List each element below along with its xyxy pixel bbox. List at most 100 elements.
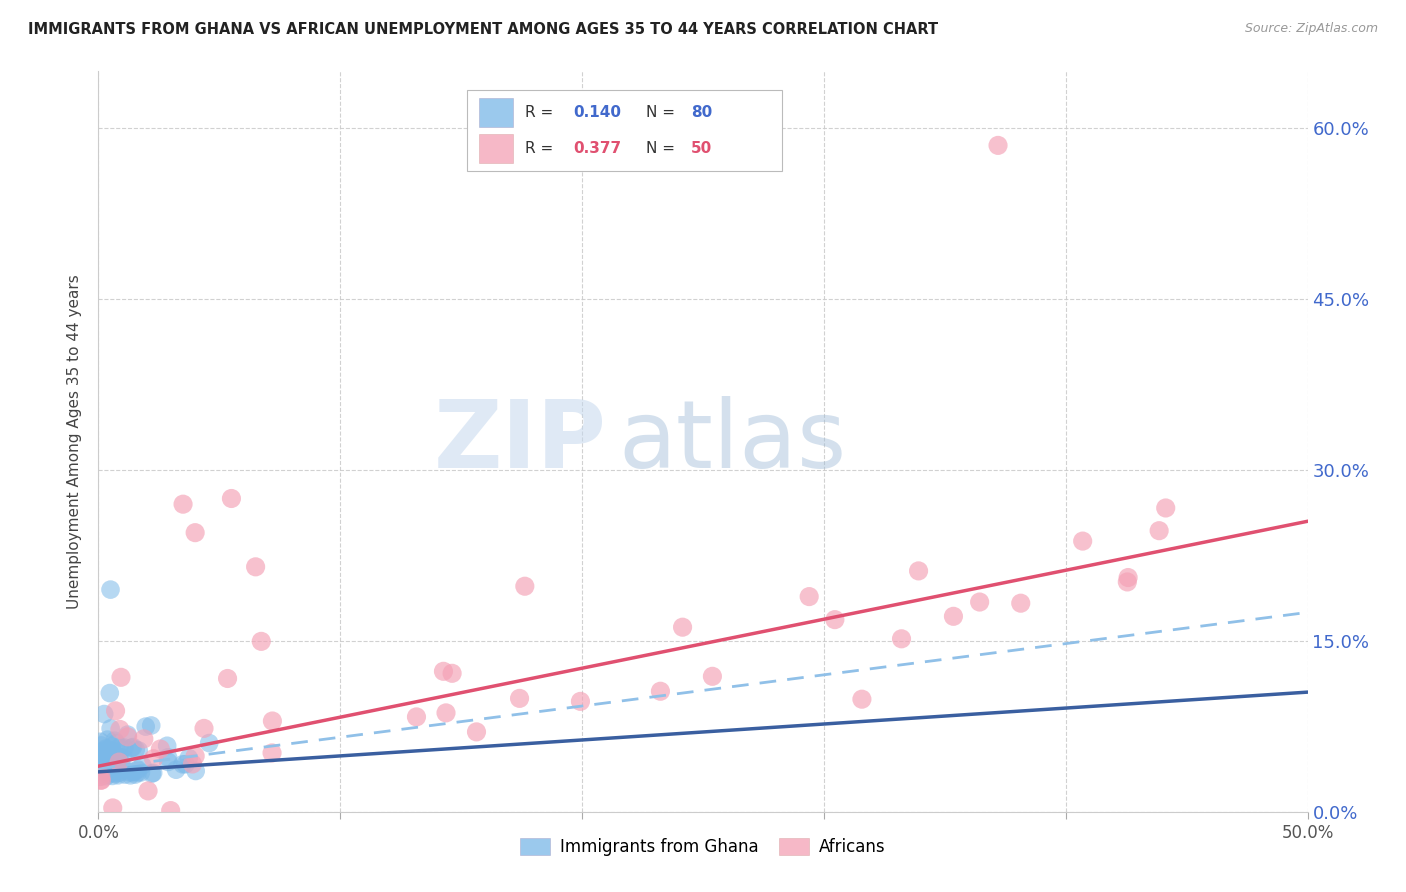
Text: N =: N = <box>647 105 681 120</box>
Point <box>117 728 139 742</box>
Point <box>142 765 165 780</box>
Point <box>157 755 180 769</box>
Point <box>101 744 124 758</box>
Point <box>91 757 114 772</box>
Point <box>1010 596 1032 610</box>
Point <box>124 767 146 781</box>
FancyBboxPatch shape <box>467 90 782 171</box>
Point <box>104 765 127 780</box>
Point <box>245 559 267 574</box>
Point <box>104 747 127 762</box>
Point <box>136 784 159 798</box>
Point <box>193 722 215 736</box>
Point <box>851 692 873 706</box>
Point <box>1116 574 1139 589</box>
Point <box>221 491 243 506</box>
Point <box>177 751 200 765</box>
Point <box>94 759 117 773</box>
Point <box>149 742 172 756</box>
Point <box>172 757 194 772</box>
Point <box>89 770 111 784</box>
Point <box>125 742 148 756</box>
Point <box>124 765 146 780</box>
Text: 0.140: 0.140 <box>574 105 621 120</box>
Text: atlas: atlas <box>619 395 846 488</box>
Point <box>98 749 121 764</box>
Point <box>87 748 110 763</box>
Point <box>96 732 118 747</box>
Point <box>121 765 143 780</box>
Point <box>114 767 136 781</box>
Point <box>262 714 284 728</box>
Point <box>105 736 128 750</box>
Point <box>97 767 120 781</box>
Point <box>101 756 124 771</box>
Point <box>702 669 724 683</box>
Point <box>942 609 965 624</box>
Text: 50: 50 <box>690 141 713 156</box>
Point <box>441 666 464 681</box>
Point <box>112 750 135 764</box>
Point <box>117 730 139 744</box>
Point <box>100 739 122 754</box>
FancyBboxPatch shape <box>479 98 513 128</box>
Point <box>107 768 129 782</box>
Point <box>432 665 454 679</box>
Point <box>509 691 531 706</box>
FancyBboxPatch shape <box>479 134 513 163</box>
Point <box>90 773 112 788</box>
Point <box>107 763 129 777</box>
Text: 0.377: 0.377 <box>574 141 621 156</box>
Point <box>100 722 122 736</box>
Text: N =: N = <box>647 141 681 156</box>
Point <box>105 760 128 774</box>
Point <box>156 739 179 753</box>
Text: R =: R = <box>526 105 558 120</box>
Point <box>90 739 112 753</box>
Point <box>120 768 142 782</box>
Point <box>98 765 121 780</box>
Point <box>103 733 125 747</box>
Point <box>969 595 991 609</box>
Point <box>650 684 672 698</box>
Point <box>174 757 197 772</box>
Point <box>94 741 117 756</box>
Point <box>181 756 204 771</box>
Point <box>103 759 125 773</box>
Point <box>141 766 163 780</box>
Point <box>250 634 273 648</box>
Point <box>107 758 129 772</box>
Point <box>1071 534 1094 549</box>
Point <box>108 765 131 780</box>
Point <box>97 764 120 779</box>
Point <box>120 740 142 755</box>
Point <box>890 632 912 646</box>
Point <box>184 749 207 764</box>
Point <box>165 763 187 777</box>
Point <box>104 759 127 773</box>
Point <box>91 755 114 769</box>
Point <box>103 766 125 780</box>
Point <box>184 525 207 540</box>
Point <box>90 769 112 783</box>
Point <box>799 590 821 604</box>
Point <box>108 750 131 764</box>
Point <box>108 723 131 737</box>
Point <box>132 731 155 746</box>
Point <box>142 752 165 766</box>
Point <box>465 724 488 739</box>
Point <box>569 694 592 708</box>
Point <box>100 582 122 597</box>
Point <box>110 759 132 773</box>
Point <box>128 743 150 757</box>
Point <box>405 710 427 724</box>
Point <box>114 740 136 755</box>
Point <box>671 620 693 634</box>
Point <box>159 804 181 818</box>
Point <box>513 579 536 593</box>
Point <box>118 765 141 780</box>
Point <box>141 718 163 732</box>
Point <box>89 752 111 766</box>
Point <box>98 686 121 700</box>
Point <box>1154 500 1177 515</box>
